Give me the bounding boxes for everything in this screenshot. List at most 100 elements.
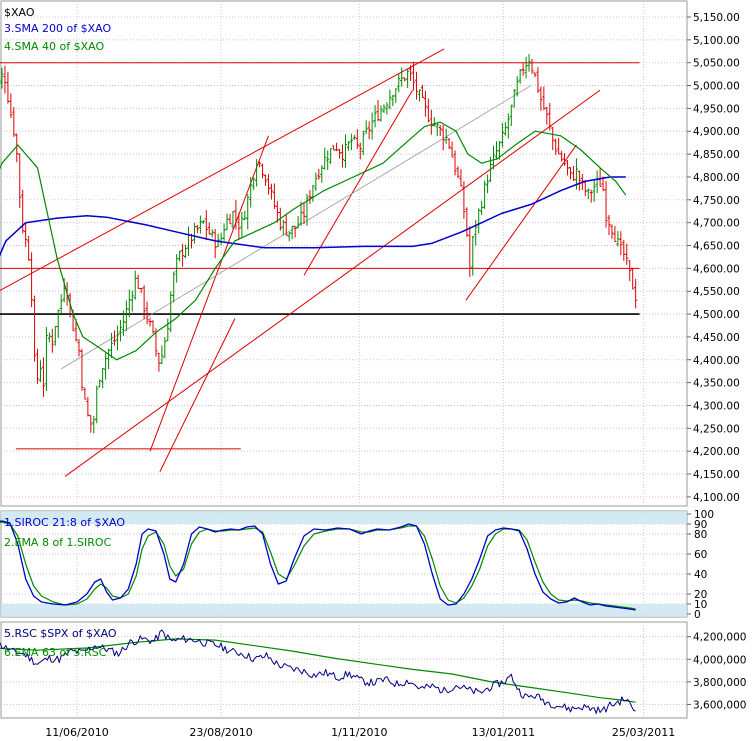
rsc-panel [0,629,636,714]
price-legend-title: $XAO [4,6,35,19]
price-bar-up [435,123,439,136]
price-bar-up [44,327,49,392]
price-bar-up [515,76,519,97]
oscillator-tick-label: 60 [694,549,707,561]
price-bar-down [151,320,155,334]
trendline [149,135,269,452]
price-bar-down [83,387,87,400]
price-tick-label: 4,600.00 [693,263,740,275]
price-bar-down [29,252,34,308]
price-bar-down [560,150,564,162]
price-bar-down [355,129,359,149]
price-bar-down [272,183,276,209]
price-bar-down [568,167,573,180]
price-bar-down [77,339,81,357]
price-bar-up [124,300,128,332]
price-bar-down [148,317,152,327]
oscillator-tick-label: 0 [694,609,701,621]
rsc-tick-label: 4,200,000 [693,632,746,644]
price-bar-up [47,332,51,343]
price-bar-up [106,348,111,370]
price-bar-up [388,89,392,110]
price-bar-up [524,56,528,79]
price-legend-sma40: 4.SMA 40 of $XAO [4,40,104,53]
price-bar-up [444,128,448,144]
regression-line [61,85,532,370]
price-bar-down [112,330,117,346]
price-bar-up [474,219,478,246]
sma200-line [0,176,626,257]
price-bar-down [414,71,419,100]
price-bar-down [157,352,161,372]
rsc-ema-line [0,638,636,703]
price-bar-down [337,148,342,159]
price-tick-label: 5,000.00 [693,81,740,93]
price-bar-up [225,213,229,231]
price-bar-down [367,121,371,140]
price-bar-up [506,113,510,139]
price-bar-down [334,142,339,152]
price-bar-up [471,235,475,276]
price-bar-down [139,287,143,294]
price-bar-up [323,147,327,170]
x-tick-label: 23/08/2010 [189,726,252,739]
price-bar-up [352,134,356,141]
price-bar-up [311,184,315,202]
price-bar-up [101,368,105,389]
price-bar-down [269,183,274,200]
price-bar-down [423,90,428,117]
price-bar-up [163,337,167,358]
price-bar-down [577,170,581,191]
price-bar-down [266,174,271,195]
price-bar-up [326,150,330,171]
price-bar-down [409,65,413,82]
price-bar-down [607,215,611,236]
price-bar-down [429,109,433,135]
price-bar-down [142,285,146,320]
price-bar-up [518,69,522,84]
trendline [0,48,445,291]
price-bar-down [438,125,442,137]
price-bar-down [571,165,576,181]
price-bar-down [468,226,472,277]
price-bar-up [329,148,333,164]
price-bar-down [27,235,31,261]
price-bar-up [0,67,4,89]
price-bar-down [332,145,336,151]
price-bar-up [249,176,253,208]
ema-oscillator-line [0,521,636,610]
oscillator-bands [1,511,687,617]
price-bar-down [622,239,626,261]
price-bar-down [9,93,13,119]
price-bar-down [6,71,10,104]
price-bar-down [340,144,345,168]
x-tick-label: 11/06/2010 [45,726,108,739]
price-tick-label: 4,750.00 [693,195,740,207]
price-bar-up [169,291,173,333]
price-bar-up [586,188,590,200]
price-bar-down [136,274,140,289]
price-bar-up [118,319,123,342]
price-bar-down [3,65,7,94]
price-bar-down [228,214,232,225]
price-bar-down [610,224,614,239]
price-bar-up [305,193,309,226]
price-tick-label: 4,150.00 [693,469,740,481]
price-bar-up [243,210,247,221]
price-bar-up [53,325,57,346]
trendline [159,318,236,472]
grid-lines [1,1,687,718]
price-bar-down [275,201,279,223]
x-tick-label: 13/01/2011 [472,726,535,739]
price-bar-down [589,189,593,203]
oscillator-tick-label: 40 [694,569,707,581]
price-bar-down [257,161,262,168]
price-bar-up [417,89,422,102]
price-bar-down [204,210,208,241]
trendline [465,144,577,301]
price-bar-down [613,226,617,243]
rsc-tick-label: 3,600,000 [693,699,746,711]
price-bar-up [216,233,220,248]
rsc-line [0,629,636,714]
price-bar-up [56,309,60,339]
